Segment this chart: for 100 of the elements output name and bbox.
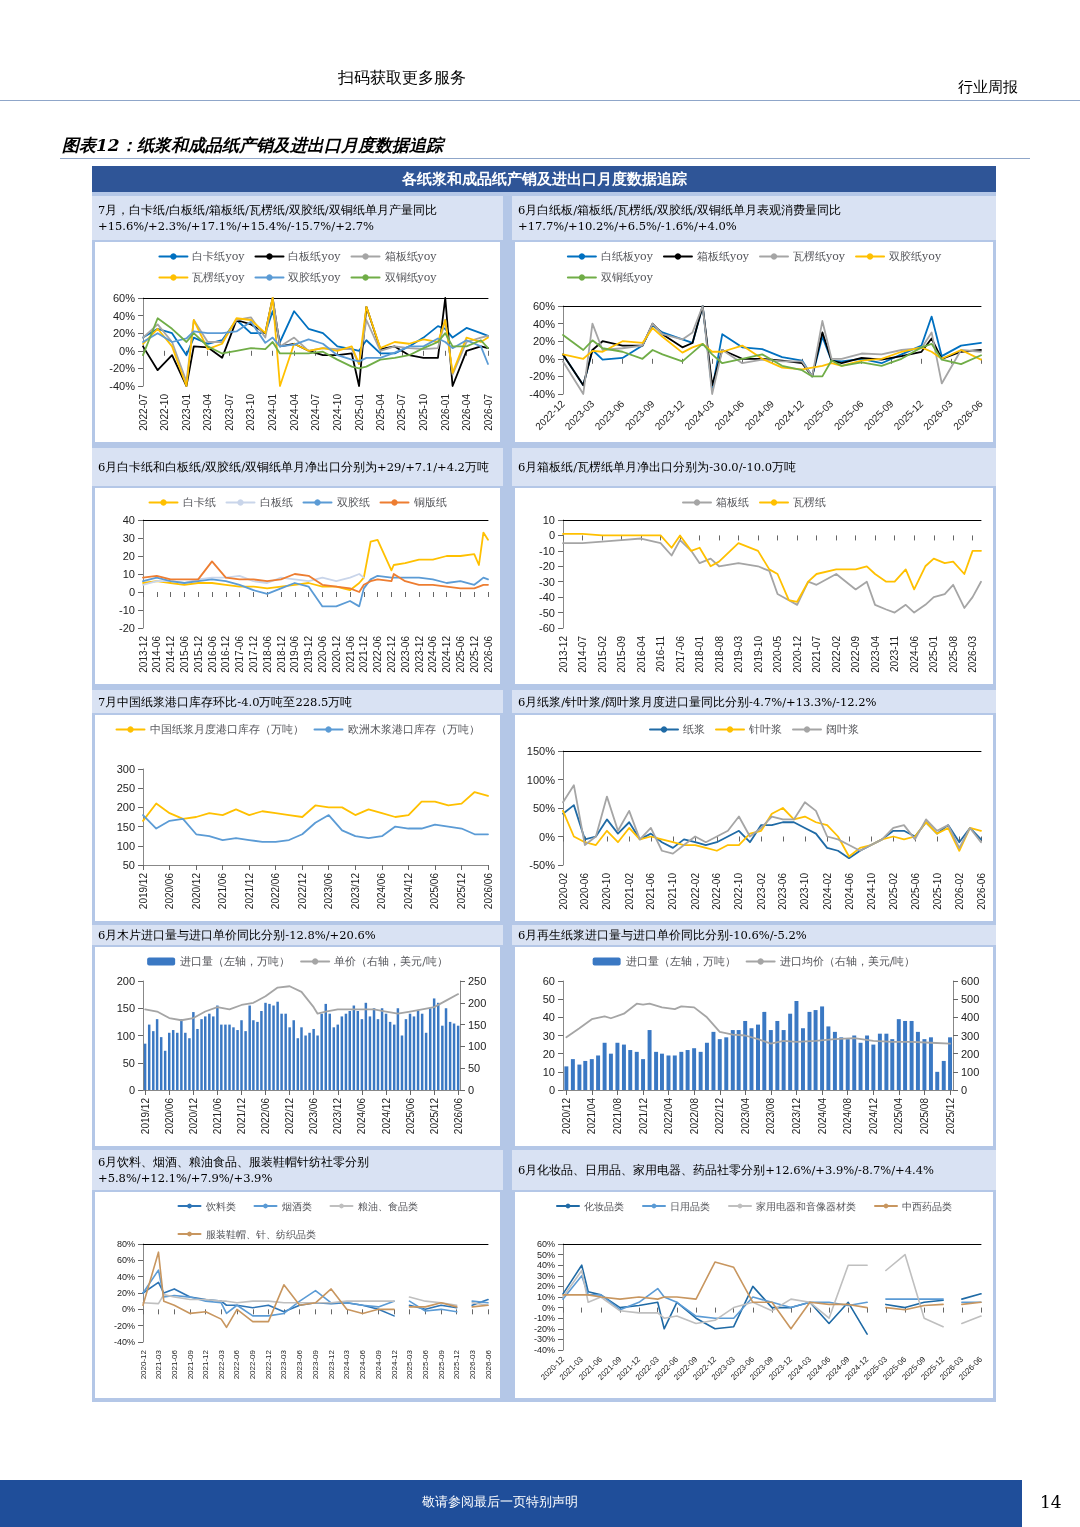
y-tick-label: 20% bbox=[112, 327, 136, 340]
x-tick-label: 2018-12 bbox=[275, 635, 287, 673]
x-tick-label: 2019/12 bbox=[139, 1097, 151, 1135]
x-tick-label: 2022-02 bbox=[830, 635, 842, 673]
bar bbox=[820, 1006, 825, 1090]
y-tick-label: -50% bbox=[529, 859, 556, 871]
y-tick-label: -50 bbox=[539, 606, 555, 619]
bar bbox=[224, 1024, 227, 1090]
chart-title: 6月饮料、烟酒、粮油食品、服装鞋帽针纺社零分别+5.8%/+12.1%/+7.9%/+3.9% bbox=[92, 1150, 503, 1190]
bar bbox=[832, 1031, 837, 1090]
legend-label: 双胶纸 bbox=[336, 496, 370, 509]
legend-label: 单价（右轴，美元/吨） bbox=[334, 955, 448, 968]
x-tick-label: 2024-06 bbox=[358, 1349, 368, 1380]
x-tick-label: 2025-06 bbox=[909, 872, 921, 910]
y-tick-label: -30 bbox=[539, 575, 555, 588]
x-tick-label: 2022-07 bbox=[137, 393, 149, 431]
chart-title: 6月白卡纸和白板纸/双胶纸/双铜纸单月净出口分别为+29/+7.1/+4.2万吨 bbox=[92, 448, 503, 486]
x-tick-label: 2025/12 bbox=[944, 1097, 956, 1135]
x-tick-label: 2024/12 bbox=[867, 1097, 879, 1135]
x-tick-label: 2020/06 bbox=[164, 872, 176, 910]
x-tick-label: 2022-10 bbox=[733, 872, 745, 910]
x-tick-label: 2018-08 bbox=[713, 635, 725, 673]
y-tick-label: 200 bbox=[116, 975, 135, 987]
y-tick-label: -20% bbox=[529, 370, 556, 383]
x-tick-label: 2021-02 bbox=[623, 872, 635, 910]
x-tick-label: 2022-09 bbox=[850, 635, 862, 673]
x-tick-label: 2025-01 bbox=[928, 635, 940, 673]
chart-title: 7月，白卡纸/白板纸/箱板纸/瓦楞纸/双胶纸/双铜纸单月产量同比+15.6%/+2.3%/+17.1%/+15.4%/-15.7%/+2.7% bbox=[92, 196, 503, 240]
bar bbox=[647, 1030, 652, 1090]
line-series bbox=[565, 1002, 951, 1045]
y-tick-label: -20% bbox=[533, 1323, 555, 1334]
legend-label: 阔叶浆 bbox=[826, 723, 859, 736]
legend-label: 化妆品类 bbox=[584, 1200, 624, 1212]
line-series bbox=[142, 791, 489, 822]
y-tick-label: 20% bbox=[116, 1288, 135, 1298]
x-tick-label: 2016-06 bbox=[206, 635, 218, 673]
y-tick-label: 20% bbox=[532, 335, 556, 348]
y-tick-label: 30% bbox=[536, 1270, 555, 1281]
chart-title: 6月白纸板/箱板纸/瓦楞纸/双胶纸/双铜纸单月表观消费量同比+17.7%/+10.2%/+6.5%/-1.6%/+4.0% bbox=[512, 196, 996, 240]
x-tick-label: 2019-10 bbox=[752, 635, 764, 673]
x-tick-label: 2018-06 bbox=[261, 635, 273, 673]
x-tick-label: 2024-10 bbox=[865, 872, 877, 910]
y-tick-label: 80% bbox=[116, 1239, 135, 1249]
x-tick-label: 2023-04 bbox=[202, 393, 214, 431]
bar bbox=[845, 1039, 850, 1090]
legend-label: 箱板纸yoy bbox=[696, 250, 750, 263]
bar bbox=[698, 1051, 703, 1090]
y-tick-label: 10 bbox=[122, 568, 135, 580]
y-tick-label: 40% bbox=[536, 1260, 555, 1271]
x-tick-label: 2023-04 bbox=[869, 635, 881, 673]
x-tick-label: 2024-04 bbox=[288, 393, 300, 431]
y-tick-label: 0% bbox=[121, 1304, 135, 1315]
legend-label: 白板纸 bbox=[259, 496, 293, 509]
legend-label: 箱板纸yoy bbox=[384, 250, 438, 263]
x-tick-label: 2024/12 bbox=[403, 872, 415, 910]
x-tick-label: 2021-07 bbox=[811, 635, 823, 673]
x-tick-label: 2016-04 bbox=[635, 635, 647, 673]
x-tick-label: 2020-05 bbox=[772, 635, 784, 673]
text: 扫码获取更多服务 bbox=[338, 68, 466, 89]
line-series bbox=[142, 574, 489, 608]
x-tick-label: 2024-09 bbox=[373, 1349, 383, 1380]
bar bbox=[788, 1013, 793, 1090]
x-tick-label: 2021-09 bbox=[185, 1349, 195, 1380]
bar bbox=[284, 1013, 287, 1090]
x-tick-label: 2025-10 bbox=[931, 872, 943, 910]
y-tick-label: 100% bbox=[526, 773, 556, 786]
y-tick-label: 20 bbox=[542, 1047, 555, 1060]
bar bbox=[621, 1044, 626, 1090]
x-tick-label: 2024-01 bbox=[267, 393, 279, 431]
y-tick-label: 40% bbox=[112, 309, 136, 322]
legend-label: 瓦楞纸yoy bbox=[793, 250, 846, 263]
text: 敬请参阅最后一页特别声明 bbox=[421, 1493, 579, 1511]
bar bbox=[730, 1030, 735, 1090]
x-tick-label: 2023-03 bbox=[279, 1349, 289, 1380]
bar bbox=[909, 1020, 914, 1090]
bar bbox=[724, 1037, 729, 1090]
y-tick-label: 100 bbox=[116, 839, 135, 852]
x-tick-label: 2024-03 bbox=[342, 1349, 352, 1380]
y2-tick-label: 50 bbox=[468, 1062, 481, 1075]
x-tick-label: 2020-06 bbox=[316, 635, 328, 673]
x-tick-label: 2021/08 bbox=[611, 1097, 623, 1135]
bar bbox=[813, 1010, 818, 1090]
bar bbox=[672, 1055, 677, 1090]
x-tick-label: 2025-01 bbox=[353, 393, 365, 431]
bar bbox=[634, 1051, 639, 1090]
x-tick-label: 2020-02 bbox=[557, 872, 569, 910]
x-tick-label: 2015-06 bbox=[178, 635, 190, 673]
bar bbox=[896, 1019, 901, 1090]
legend-label: 白纸板yoy bbox=[600, 250, 654, 263]
y-tick-label: -40% bbox=[529, 388, 556, 400]
bar bbox=[743, 1020, 748, 1090]
x-tick-label: 2026/06 bbox=[452, 1097, 464, 1135]
bar bbox=[654, 1051, 659, 1090]
x-tick-label: 2023/12 bbox=[349, 872, 361, 910]
bar bbox=[232, 1027, 235, 1090]
line-series bbox=[142, 814, 489, 843]
x-tick-label: 2017-06 bbox=[674, 635, 686, 673]
line-series bbox=[562, 784, 982, 855]
bar bbox=[903, 1020, 908, 1090]
y-tick-label: 0 bbox=[128, 586, 135, 598]
